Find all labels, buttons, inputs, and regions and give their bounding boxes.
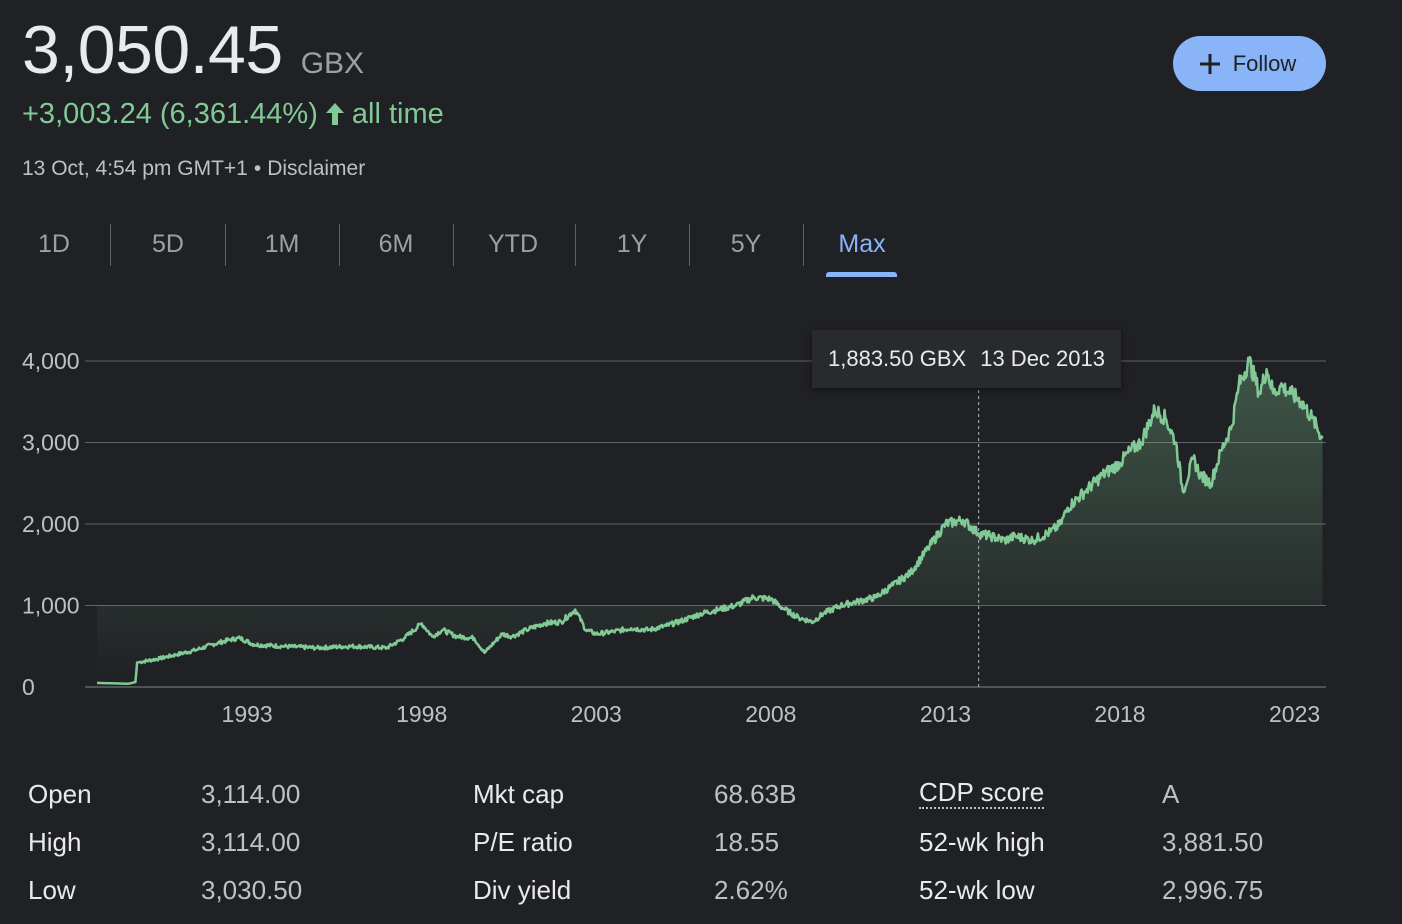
price-header: 3,050.45 GBX [22,10,364,90]
tab-divider [689,224,690,266]
tooltip-value: 1,883.50 GBX [828,346,967,371]
x-tick-label: 2008 [745,701,796,727]
tab-divider [453,224,454,266]
tab-divider [575,224,576,266]
follow-label: Follow [1232,50,1297,76]
stat-value-low: 3,030.50 [201,875,303,905]
stat-value-pe-ratio: 18.55 [714,827,780,857]
change-value: +3,003.24 (6,361.44%) [22,98,318,130]
tab-ytd[interactable]: YTD [488,230,538,258]
x-tick-label: 1998 [396,701,447,727]
y-tick-label: 3,000 [22,430,80,456]
x-tick-label: 2023 [1269,701,1320,727]
y-tick-label: 2,000 [22,511,80,537]
stat-label-div-yield: Div yield [473,875,572,905]
stat-value-div-yield: 2.62% [714,875,788,905]
price-area [97,357,1323,684]
price-chart[interactable]: 4,000 3,000 2,000 1,000 0 1993 1998 2003 2008 201… [0,320,1402,740]
arrow-up-icon [324,101,346,127]
stat-label-low: Low [28,875,76,905]
stat-label-high: High [28,827,82,857]
tab-divider [110,224,111,266]
x-tick-label: 2003 [571,701,622,727]
y-tick-label: 1,000 [22,593,80,619]
price-line [96,355,1324,685]
stat-value-open: 3,114.00 [201,779,301,809]
x-tick-label: 2013 [920,701,971,727]
tab-divider [803,224,804,266]
stat-label-52wk-low: 52-wk low [919,875,1035,905]
stat-label-open: Open [28,779,92,809]
follow-button[interactable]: Follow [1173,36,1326,91]
disclaimer-link[interactable]: Disclaimer [267,157,366,180]
tab-1m[interactable]: 1M [264,230,300,258]
plus-icon [1199,53,1221,75]
price-change: +3,003.24 (6,361.44%) all time [22,96,444,132]
stat-value-high: 3,114.00 [201,827,301,857]
stat-label-pe-ratio: P/E ratio [473,827,573,857]
stat-value-mkt-cap: 68.63B [714,779,797,809]
active-tab-indicator [826,272,897,277]
current-price: 3,050.45 [22,12,283,88]
stat-label-cdp-score[interactable]: CDP score [919,777,1045,809]
y-tick-label: 0 [22,674,35,700]
stat-label-52wk-high: 52-wk high [919,827,1045,857]
tab-divider [339,224,340,266]
change-period: all time [351,98,444,130]
chart-tooltip: 1,883.50 GBX 13 Dec 2013 [812,330,1121,388]
tab-6m[interactable]: 6M [378,230,414,258]
timestamp: 13 Oct, 4:54 pm GMT+1 [22,157,248,180]
tab-5d[interactable]: 5D [152,230,184,258]
tooltip-date: 13 Dec 2013 [980,346,1105,371]
y-tick-label: 4,000 [22,348,80,374]
x-tick-label: 2018 [1094,701,1145,727]
x-tick-label: 1993 [222,701,273,727]
stat-value-cdp-score: A [1162,779,1180,809]
tab-1y[interactable]: 1Y [616,230,648,258]
stats-grid: Open 3,114.00 High 3,114.00 Low 3,030.50… [0,770,1402,920]
tab-1d[interactable]: 1D [38,230,70,258]
tab-5y[interactable]: 5Y [730,230,762,258]
currency-code: GBX [300,47,365,80]
stat-label-mkt-cap: Mkt cap [473,779,565,809]
meta-separator: • [253,157,262,180]
tab-max[interactable]: Max [838,230,886,258]
stat-value-52wk-low: 2,996.75 [1162,875,1264,905]
tab-divider [225,224,226,266]
quote-meta: 13 Oct, 4:54 pm GMT+1 • Disclaimer [22,155,365,183]
stat-value-52wk-high: 3,881.50 [1162,827,1264,857]
range-tabs: 1D 5D 1M 6M YTD 1Y 5Y Max [0,220,930,277]
